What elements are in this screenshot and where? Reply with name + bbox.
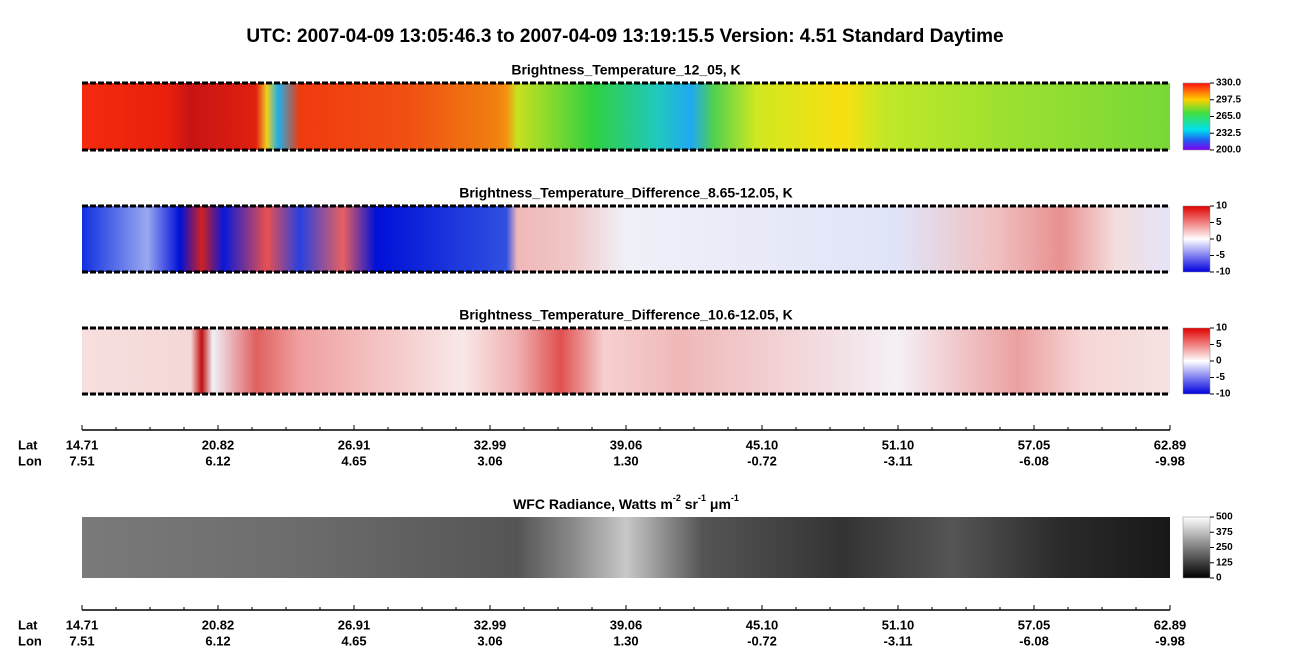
lon-value: -6.08 [1019, 633, 1049, 648]
colorbar-tick-label: -10 [1216, 389, 1231, 400]
colorbar [1182, 82, 1211, 151]
lon-value: 1.30 [613, 633, 638, 648]
lon-value: -0.72 [747, 633, 777, 648]
title-superscript: -1 [731, 493, 739, 503]
image-strip [82, 517, 1170, 578]
colorbar-tick-label: 0 [1216, 234, 1222, 245]
lat-label: Lat [18, 617, 38, 632]
colorbar-tick-label: 375 [1216, 527, 1233, 538]
page-title: UTC: 2007-04-09 13:05:46.3 to 2007-04-09… [246, 26, 1003, 47]
colorbar-tick-label: 265.0 [1216, 111, 1241, 122]
image-strip [82, 328, 1170, 394]
colorbar-tick-label: 500 [1216, 512, 1233, 523]
colorbar-tick-label: -5 [1216, 372, 1225, 383]
colorbar-tick-label: -10 [1216, 267, 1231, 278]
lon-value: 6.12 [205, 453, 230, 468]
panel-title: WFC Radiance, Watts m-2 sr-1 μm-1 [513, 493, 739, 511]
lat-value: 51.10 [882, 617, 915, 632]
lon-value: -6.08 [1019, 453, 1049, 468]
lon-value: 1.30 [613, 453, 638, 468]
lon-value: 7.51 [69, 453, 94, 468]
colorbar-tick-label: 297.5 [1216, 94, 1241, 105]
lon-label: Lon [18, 633, 42, 648]
lat-value: 51.10 [882, 437, 915, 452]
lon-value: 7.51 [69, 633, 94, 648]
lon-value: 6.12 [205, 633, 230, 648]
colorbar-tick-label: 125 [1216, 557, 1233, 568]
lon-label: Lon [18, 453, 42, 468]
lon-value: 3.06 [477, 453, 502, 468]
colorbar [1182, 327, 1211, 395]
colorbar-tick-label: 10 [1216, 201, 1228, 212]
lat-value: 26.91 [338, 617, 371, 632]
lon-value: -0.72 [747, 453, 777, 468]
title-superscript: -1 [698, 493, 706, 503]
lat-value: 14.71 [66, 617, 99, 632]
lat-value: 62.89 [1154, 617, 1187, 632]
lat-value: 45.10 [746, 437, 779, 452]
lon-value: 4.65 [341, 453, 366, 468]
panel-title: Brightness_Temperature_12_05, K [511, 62, 740, 78]
lat-value: 57.05 [1018, 437, 1051, 452]
lat-label: Lat [18, 437, 38, 452]
colorbar-tick-label: -5 [1216, 250, 1225, 261]
panel-title: Brightness_Temperature_Difference_10.6-1… [459, 307, 793, 323]
lon-value: -9.98 [1155, 633, 1185, 648]
title-part: sr [681, 496, 699, 512]
lat-value: 45.10 [746, 617, 779, 632]
lat-value: 26.91 [338, 437, 371, 452]
lon-value: 4.65 [341, 633, 366, 648]
title-part: WFC Radiance, Watts m [513, 496, 673, 512]
lon-value: -9.98 [1155, 453, 1185, 468]
colorbar [1182, 516, 1211, 579]
lat-value: 39.06 [610, 617, 643, 632]
lat-value: 32.99 [474, 617, 507, 632]
title-superscript: -2 [673, 493, 681, 503]
colorbar-tick-label: 5 [1216, 217, 1222, 228]
colorbar-tick-label: 5 [1216, 339, 1222, 350]
lat-value: 62.89 [1154, 437, 1187, 452]
colorbar-tick-label: 0 [1216, 573, 1222, 584]
title-part: μm [706, 496, 731, 512]
colorbar-tick-label: 232.5 [1216, 128, 1241, 139]
lat-value: 20.82 [202, 437, 235, 452]
lon-value: -3.11 [884, 453, 913, 468]
colorbar-tick-label: 0 [1216, 356, 1222, 367]
image-strip [82, 83, 1170, 150]
colorbar-tick-label: 250 [1216, 542, 1233, 553]
colorbar [1182, 205, 1211, 273]
colorbar-tick-label: 200.0 [1216, 145, 1241, 156]
panel-title: Brightness_Temperature_Difference_8.65-1… [459, 185, 793, 201]
lat-value: 32.99 [474, 437, 507, 452]
lon-value: 3.06 [477, 633, 502, 648]
colorbar-tick-label: 330.0 [1216, 78, 1241, 89]
lon-value: -3.11 [884, 633, 913, 648]
colorbar-tick-label: 10 [1216, 323, 1228, 334]
lat-value: 57.05 [1018, 617, 1051, 632]
lat-value: 20.82 [202, 617, 235, 632]
lat-value: 14.71 [66, 437, 99, 452]
lat-value: 39.06 [610, 437, 643, 452]
image-strip [82, 206, 1170, 272]
